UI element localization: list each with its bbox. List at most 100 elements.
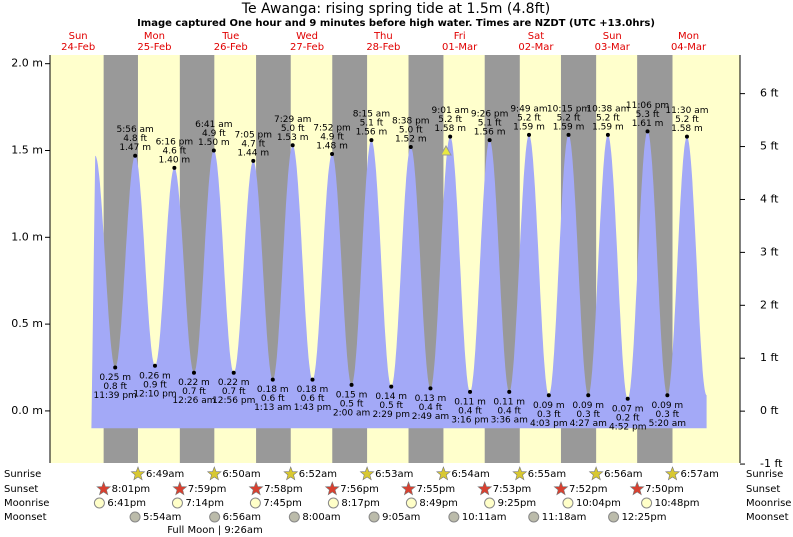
tide-point <box>369 138 374 143</box>
tide-label: 5.2 ft <box>557 113 581 123</box>
tide-label: 0.14 m <box>375 392 407 402</box>
row-time: 12:25pm <box>622 512 667 523</box>
tide-point <box>527 132 532 137</box>
tide-label: 0.4 ft <box>458 406 482 416</box>
tide-label: 12:26 am <box>172 396 215 406</box>
row-label: Moonset <box>746 512 789 523</box>
tide-label: 0.15 m <box>336 390 368 400</box>
tide-point <box>133 153 138 158</box>
current-marker <box>440 144 452 156</box>
row-time: 8:01pm <box>112 484 151 495</box>
tide-label: 0.3 ft <box>655 410 679 420</box>
tide-point <box>152 363 157 368</box>
tide-label: 11:30 am <box>665 106 708 116</box>
tide-label: 4.8 ft <box>123 134 147 144</box>
tide-label: 4.7 ft <box>241 139 265 149</box>
tide-label: 9:49 am <box>510 104 547 114</box>
tide-label: 1.61 m <box>632 119 664 129</box>
row-time: 7:52pm <box>569 484 608 495</box>
tide-label: 1.59 m <box>592 122 624 132</box>
tide-label: 3:36 am <box>491 415 528 425</box>
moonrise-icon <box>405 497 417 509</box>
tide-label: 0.9 ft <box>143 380 167 390</box>
tide-point <box>625 396 630 401</box>
tide-label: 4:52 pm <box>609 422 647 432</box>
tide-point <box>251 158 256 163</box>
tide-label: 0.26 m <box>139 371 171 381</box>
tide-label: 7:29 am <box>274 115 311 125</box>
tide-label: 0.4 ft <box>497 406 521 416</box>
y2-tick-label: 3 ft <box>760 245 779 258</box>
tide-label: 6:16 pm <box>156 137 194 147</box>
day-name: Sun <box>69 31 88 42</box>
tide-label: 12:10 pm <box>133 389 176 399</box>
tide-point <box>566 132 571 137</box>
day-name: Wed <box>296 31 318 42</box>
sunset-icon <box>248 481 264 496</box>
tide-label: 0.18 m <box>257 385 289 395</box>
row-time: 9:05am <box>382 512 420 523</box>
day-name: Tue <box>221 31 239 42</box>
tide-point <box>684 134 689 139</box>
tide-label: 11:39 pm <box>94 391 137 401</box>
row-time: 6:52am <box>299 469 337 480</box>
row-time: 7:55pm <box>417 484 456 495</box>
day-date: 24-Feb <box>61 42 95 53</box>
sunrise-icon <box>130 466 146 481</box>
tide-label: 2:49 am <box>412 412 449 422</box>
tide-point <box>330 151 335 156</box>
y2-tick-label: -1 ft <box>760 457 783 470</box>
tide-label: 2:00 am <box>333 408 370 418</box>
row-time: 8:49pm <box>419 498 458 509</box>
tide-area <box>91 131 707 429</box>
row-time: 10:48pm <box>655 498 700 509</box>
sunrise-icon <box>283 466 299 481</box>
row-time: 6:57am <box>680 469 718 480</box>
tide-point <box>211 148 216 153</box>
chart-title: Te Awanga: rising spring tide at 1.5m (4… <box>241 1 550 17</box>
tide-point <box>191 370 196 375</box>
tide-point <box>349 382 354 387</box>
day-date: 28-Feb <box>366 42 400 53</box>
y-tick-label: 2.0 m <box>11 57 43 70</box>
tide-point <box>389 384 394 389</box>
tide-label: 5:20 am <box>649 419 686 429</box>
row-time: 5:54am <box>143 512 181 523</box>
row-time: 6:53am <box>375 469 413 480</box>
row-label: Sunset <box>4 484 38 495</box>
tide-label: 5.1 ft <box>360 119 384 129</box>
day-date: 04-Mar <box>671 42 707 53</box>
row-time: 7:59pm <box>188 484 227 495</box>
tide-label: 5.1 ft <box>478 119 502 129</box>
tide-label: 0.09 m <box>652 401 684 411</box>
tide-label: 4.6 ft <box>163 146 187 156</box>
y-tick-label: 0.0 m <box>11 404 43 417</box>
day-name: Thu <box>373 31 393 42</box>
tide-label: 7:05 pm <box>234 130 272 140</box>
tide-label: 1.44 m <box>237 148 269 158</box>
tide-label: 0.5 ft <box>340 399 364 409</box>
tide-label: 4:03 pm <box>530 419 568 429</box>
sunset-icon <box>629 481 645 496</box>
tide-label: 5.2 ft <box>675 115 699 125</box>
day-name: Fri <box>454 31 466 42</box>
tide-point <box>310 377 315 382</box>
row-time: 6:56am <box>223 512 261 523</box>
row-label: Moonset <box>4 512 47 523</box>
moonrise-icon <box>562 497 574 509</box>
row-label: Sunrise <box>4 469 41 480</box>
day-date: 02-Mar <box>518 42 554 53</box>
row-time: 6:49am <box>146 469 184 480</box>
y2-tick-label: 4 ft <box>760 192 779 205</box>
tide-point <box>113 365 118 370</box>
row-time: 6:54am <box>451 469 489 480</box>
tide-label: 1.56 m <box>356 128 388 138</box>
tide-label: 5:56 am <box>116 125 153 135</box>
tide-point <box>487 138 492 143</box>
tide-label: 5.0 ft <box>281 124 305 134</box>
y2-tick-label: 2 ft <box>760 298 779 311</box>
tide-label: 0.7 ft <box>222 387 246 397</box>
tide-label: 5.2 ft <box>596 113 620 123</box>
tide-label: 0.3 ft <box>537 410 561 420</box>
tide-label: 4.9 ft <box>320 132 344 142</box>
